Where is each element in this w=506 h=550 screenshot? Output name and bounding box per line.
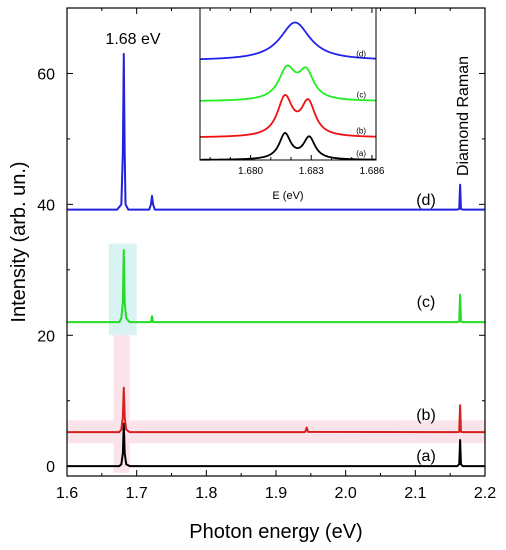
inset-series-label-b: (b) [356,127,366,136]
x-tick-label: 1.9 [265,485,287,502]
inset-frame [199,7,377,161]
y-tick-label: 40 [37,197,55,214]
peak-energy-label: 1.68 eV [105,31,160,48]
series-line-b [67,386,485,434]
x-tick-label: 2.2 [474,485,496,502]
series-label-d: (d) [416,192,436,209]
inset-series-label-a: (a) [356,149,366,158]
inset-series-line-a [200,132,377,161]
x-tick-label: 1.6 [56,485,78,502]
series-line-c [67,249,485,324]
inset-x-tick-label: 1.683 [299,166,324,177]
series-line-a [67,422,485,468]
inset-x-axis-title: E (eV) [272,190,303,202]
x-tick-label: 2.0 [335,485,357,502]
inset-series-group: (a) (b) (c) (d) [199,21,377,161]
pink-band-vertical [113,335,130,473]
series-label-b: (b) [416,407,436,424]
inset-series-line-c [199,64,377,102]
diamond-raman-label: Diamond Raman [455,56,472,176]
inset-series-label-d: (d) [356,49,366,58]
x-tick-label: 2.1 [404,485,426,502]
y-tick-label: 20 [37,328,55,345]
x-axis-title: Photon energy (eV) [189,521,362,543]
inset-series-line-b [199,93,377,138]
x-tick-label: 1.7 [126,485,148,502]
series-line-d [67,52,485,211]
y-axis-title: Intensity (arb. un.) [8,161,30,322]
inset-series-label-c: (c) [357,90,367,99]
series-label-c: (c) [417,294,436,311]
background-bands [67,243,485,473]
y-tick-label: 60 [37,66,55,83]
inset-x-tick-label: 1.686 [359,166,384,177]
inset-chart: (a) (b) (c) (d) 1.680 1.683 1.686 E (eV) [199,7,385,202]
main-series-group [67,52,485,468]
x-tick-label: 1.8 [195,485,217,502]
inset-axis-ticks: 1.680 1.683 1.686 [209,8,385,177]
y-tick-label: 0 [46,459,55,476]
series-label-a: (a) [416,448,436,465]
inset-x-tick-label: 1.680 [238,166,263,177]
inset-series-line-d [199,21,377,61]
